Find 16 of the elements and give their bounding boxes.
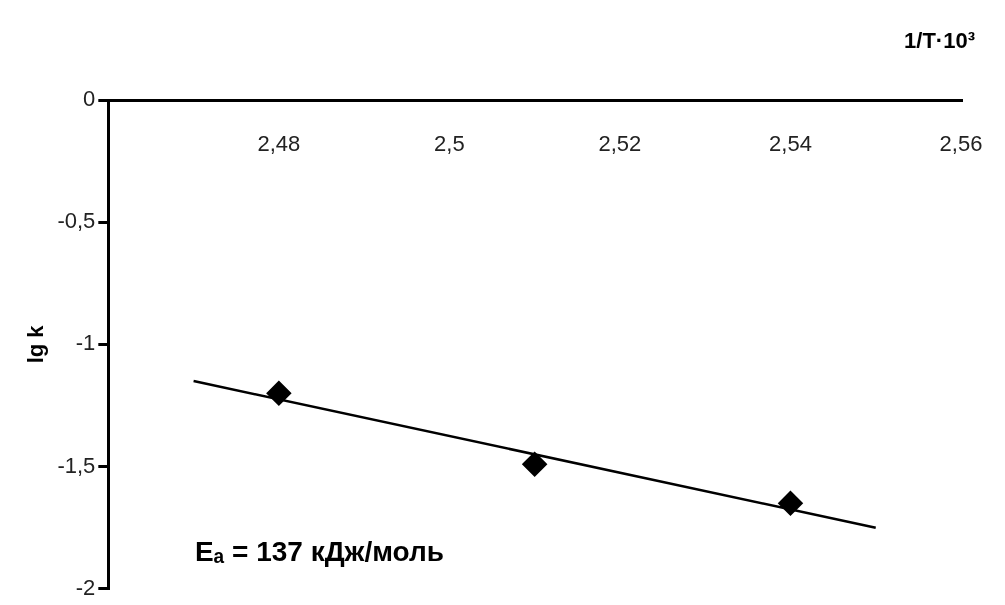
- x-tick-label: 2,54: [769, 131, 812, 157]
- y-tick-label: -2: [75, 574, 96, 600]
- y-tick-label: -1: [75, 330, 96, 356]
- point: [778, 491, 803, 516]
- x-axis-title: 1/T·10³: [904, 28, 975, 54]
- x-tick-label: 2,56: [939, 131, 983, 157]
- x-tick-label: 2,5: [434, 131, 465, 157]
- y-tick-label: -1,5: [57, 452, 96, 478]
- x-tick-label: 2,48: [257, 131, 301, 157]
- annotation: Eₐ = 137 кДж/моль: [195, 536, 444, 568]
- point: [266, 381, 292, 406]
- y-tick-label: -0,5: [57, 208, 96, 234]
- point: [522, 451, 547, 477]
- y-tick-label: 0: [83, 86, 96, 112]
- x-tick-label: 2,52: [598, 131, 642, 157]
- y-axis-title: lg k: [23, 324, 49, 364]
